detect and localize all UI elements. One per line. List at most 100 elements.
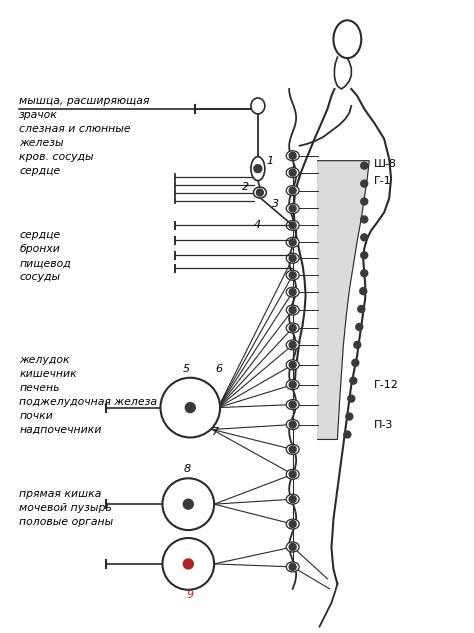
Text: половые органы: половые органы (19, 517, 114, 527)
Circle shape (289, 496, 296, 503)
Text: печень: печень (19, 383, 60, 392)
Circle shape (361, 162, 368, 169)
Text: 2: 2 (242, 182, 249, 192)
Circle shape (289, 205, 296, 212)
Circle shape (361, 180, 368, 187)
Circle shape (361, 216, 368, 223)
Circle shape (289, 169, 296, 176)
Text: 9: 9 (186, 590, 193, 599)
Circle shape (356, 323, 363, 330)
Text: 8: 8 (183, 465, 191, 474)
Circle shape (289, 289, 296, 296)
Ellipse shape (286, 305, 299, 315)
Ellipse shape (286, 494, 299, 504)
Text: поджелудочная железа: поджелудочная железа (19, 397, 157, 406)
Ellipse shape (251, 157, 265, 180)
Ellipse shape (286, 220, 299, 230)
Ellipse shape (286, 380, 299, 390)
Text: мышца, расширяющая: мышца, расширяющая (19, 96, 150, 106)
Ellipse shape (286, 287, 299, 297)
Ellipse shape (286, 270, 299, 280)
Circle shape (361, 270, 368, 277)
Ellipse shape (286, 151, 299, 161)
Circle shape (289, 361, 296, 368)
Text: 7: 7 (212, 427, 219, 437)
Ellipse shape (286, 562, 299, 572)
Ellipse shape (286, 519, 299, 529)
Text: почки: почки (19, 411, 53, 420)
Circle shape (289, 306, 296, 313)
Text: сосуды: сосуды (19, 272, 60, 282)
Ellipse shape (286, 323, 299, 333)
Circle shape (361, 234, 368, 241)
Ellipse shape (286, 340, 299, 350)
Circle shape (289, 272, 296, 279)
Ellipse shape (251, 98, 265, 114)
Polygon shape (318, 161, 369, 439)
Ellipse shape (286, 185, 299, 196)
Circle shape (289, 421, 296, 428)
Text: сердце: сердце (19, 166, 61, 176)
Circle shape (289, 325, 296, 332)
Text: 4: 4 (254, 220, 261, 230)
Circle shape (289, 381, 296, 388)
Text: мочевой пузырь: мочевой пузырь (19, 503, 112, 513)
Text: сердце: сердце (19, 230, 61, 241)
Circle shape (163, 538, 214, 590)
Text: пищевод: пищевод (19, 258, 71, 268)
Circle shape (289, 471, 296, 478)
Ellipse shape (286, 203, 299, 213)
Text: Г-12: Г-12 (374, 380, 399, 390)
Circle shape (289, 254, 296, 261)
Circle shape (350, 377, 357, 384)
Text: П-3: П-3 (374, 420, 393, 430)
Circle shape (358, 306, 365, 313)
Circle shape (354, 341, 361, 348)
Circle shape (289, 401, 296, 408)
Circle shape (289, 222, 296, 229)
Circle shape (289, 520, 296, 527)
Text: прямая кишка: прямая кишка (19, 489, 101, 499)
Circle shape (161, 378, 220, 437)
Circle shape (289, 187, 296, 194)
Circle shape (361, 198, 368, 205)
Circle shape (183, 499, 193, 509)
Circle shape (289, 563, 296, 570)
Circle shape (289, 152, 296, 159)
Ellipse shape (286, 444, 299, 454)
Text: кров. сосуды: кров. сосуды (19, 152, 94, 161)
Text: кишечник: кишечник (19, 369, 77, 379)
Circle shape (289, 446, 296, 453)
Text: 3: 3 (272, 199, 279, 210)
Ellipse shape (286, 399, 299, 410)
Text: Г-1: Г-1 (374, 175, 392, 185)
Circle shape (254, 165, 262, 173)
Text: 5: 5 (182, 364, 190, 373)
Text: слезная и слюнные: слезная и слюнные (19, 124, 131, 134)
Ellipse shape (286, 420, 299, 430)
Ellipse shape (286, 469, 299, 479)
Text: бронхи: бронхи (19, 244, 60, 254)
Ellipse shape (333, 20, 361, 58)
Circle shape (183, 559, 193, 569)
Circle shape (361, 252, 368, 259)
Circle shape (185, 403, 195, 413)
Circle shape (344, 431, 351, 438)
Text: зрачок: зрачок (19, 110, 58, 120)
Text: железы: железы (19, 138, 64, 147)
Text: надпочечники: надпочечники (19, 425, 102, 434)
Circle shape (346, 413, 353, 420)
Circle shape (289, 239, 296, 246)
Circle shape (289, 341, 296, 348)
Ellipse shape (286, 542, 299, 552)
Text: желудок: желудок (19, 355, 70, 365)
Ellipse shape (286, 253, 299, 263)
Ellipse shape (286, 237, 299, 248)
Ellipse shape (286, 360, 299, 370)
Text: 1: 1 (267, 156, 274, 166)
Circle shape (360, 287, 367, 294)
Ellipse shape (286, 168, 299, 178)
Circle shape (256, 189, 264, 196)
Text: Ш-8: Ш-8 (374, 159, 397, 168)
Circle shape (289, 544, 296, 551)
